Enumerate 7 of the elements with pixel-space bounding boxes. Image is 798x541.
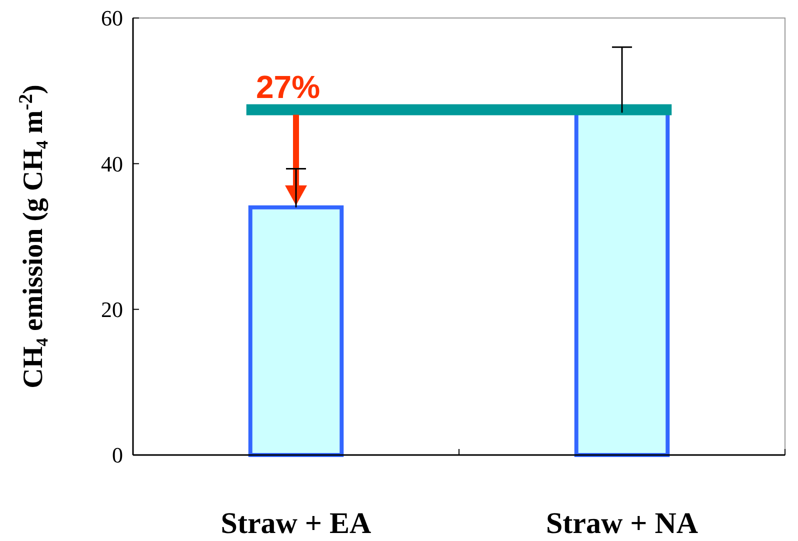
y-tick-label: 20: [101, 297, 123, 322]
y-tick-label: 40: [101, 151, 123, 176]
x-tick-label: Straw + EA: [220, 507, 372, 540]
annotation: 27%: [256, 68, 320, 105]
x-tick-label: Straw + NA: [546, 507, 698, 540]
y-tick-label: 60: [101, 6, 123, 31]
y-tick-label: 0: [112, 442, 123, 468]
